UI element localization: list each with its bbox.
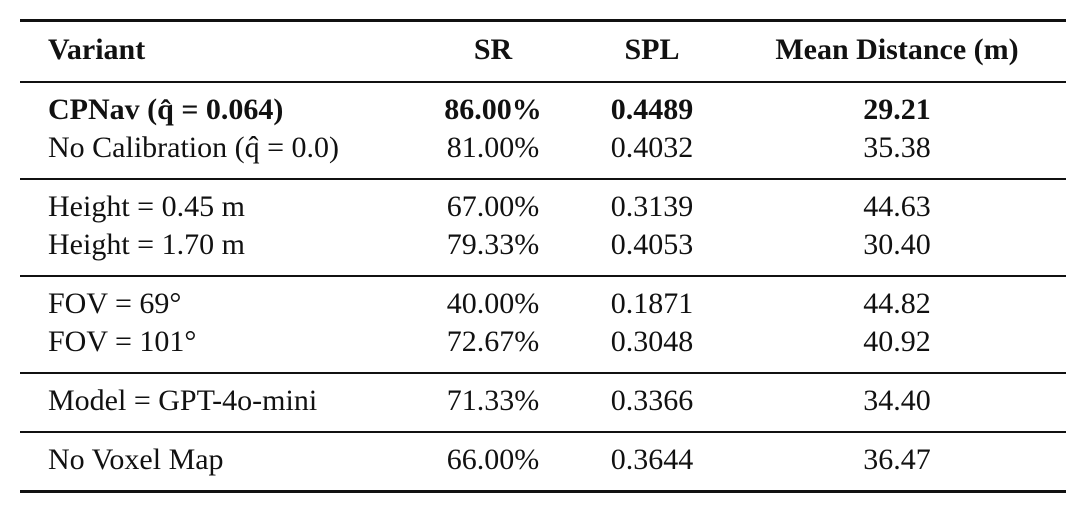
table-cell: 34.40: [863, 384, 931, 417]
table-rule: [20, 19, 1066, 22]
table-rule: [20, 372, 1066, 374]
table-cell: No Calibration (q̂ = 0.0): [48, 131, 340, 164]
table-cell: 81.00%: [446, 131, 540, 164]
table-cell: FOV = 69°: [48, 287, 182, 320]
table-cell: 0.4032: [610, 131, 694, 164]
table-cell: CPNav (q̂ = 0.064): [48, 93, 284, 126]
table-rule: [20, 275, 1066, 277]
table-cell: 30.40: [863, 228, 931, 261]
table-cell: 0.4489: [610, 93, 694, 126]
table-cell: 40.92: [863, 325, 931, 358]
table-cell: FOV = 101°: [48, 325, 197, 358]
table-cell: No Voxel Map: [48, 443, 224, 476]
table-cell: 0.1871: [610, 287, 694, 320]
table-rule: [20, 178, 1066, 180]
table-cell: Height = 1.70 m: [48, 228, 245, 261]
table-rule: [20, 81, 1066, 83]
header-cell: Mean Distance (m): [775, 33, 1019, 66]
table-cell: 67.00%: [446, 190, 540, 223]
table-rule: [20, 490, 1066, 493]
table-cell: 36.47: [863, 443, 931, 476]
table-cell: 86.00%: [444, 93, 542, 126]
table-cell: Height = 0.45 m: [48, 190, 245, 223]
table-cell: 44.82: [863, 287, 931, 320]
header-cell: SPL: [624, 33, 680, 66]
table-cell: 0.3048: [610, 325, 694, 358]
table-cell: 0.3366: [610, 384, 694, 417]
table-cell: Model = GPT-4o-mini: [48, 384, 318, 417]
table-cell: 0.3139: [610, 190, 694, 223]
table-cell: 72.67%: [446, 325, 540, 358]
table-cell: 71.33%: [446, 384, 540, 417]
table-cell: 35.38: [863, 131, 931, 164]
header-cell: Variant: [48, 33, 146, 66]
table-rule: [20, 431, 1066, 433]
table-cell: 40.00%: [446, 287, 540, 320]
table-cell: 66.00%: [446, 443, 540, 476]
table-cell: 29.21: [863, 93, 931, 126]
header-cell: SR: [473, 33, 513, 66]
table-cell: 0.3644: [610, 443, 694, 476]
table-cell: 44.63: [863, 190, 931, 223]
table-cell: 79.33%: [446, 228, 540, 261]
table-cell: 0.4053: [610, 228, 694, 261]
